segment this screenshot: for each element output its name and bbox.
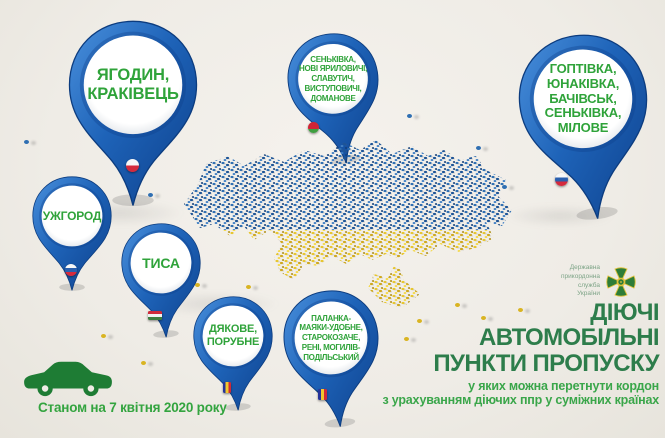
crowd-figure	[141, 361, 146, 365]
crowd-figure	[101, 334, 106, 338]
page-subtitle: у яких можна перетнути кордон з урахуван…	[382, 379, 659, 408]
pin-label-diakove-porubne: ДЯКОВЕ, ПОРУБНЕ	[206, 323, 260, 348]
pin-label-senkivka-belarus: СЕНЬКІВКА, НОВІ ЯРИЛОВИЧІ, СЛАВУТИЧ, ВИС…	[299, 54, 367, 103]
title-block: ДІЮЧІ АВТОМОБІЛЬНІ ПУНКТИ ПРОПУСКУ у яки…	[382, 299, 659, 408]
crowd-figure	[246, 285, 251, 289]
car-icon	[24, 361, 112, 397]
pin-label-yahodyn-krakivets: ЯГОДИН, КРАКІВЕЦЬ	[87, 66, 179, 103]
belarus-flag-icon	[308, 122, 319, 133]
page-title: ДІЮЧІ АВТОМОБІЛЬНІ ПУНКТИ ПРОПУСКУ	[433, 299, 659, 377]
pin-label-tysa: ТИСА	[142, 255, 180, 271]
border-guard-logo: Державна прикордонна служба України	[544, 264, 637, 299]
crowd-figure	[404, 337, 409, 341]
poland-flag-icon	[126, 159, 139, 172]
crowd-figure	[195, 283, 200, 287]
russia-flag-icon	[555, 173, 568, 186]
crowd-figure	[407, 114, 412, 118]
pin-label-hoptivka-russia: ГОПТІВКА, ЮНАКІВКА, БАЧІВСЬК, СЕНЬКІВКА,…	[544, 61, 622, 136]
hungary-flag-icon	[148, 311, 162, 320]
crowd-figure	[24, 140, 29, 144]
crowd-figure	[481, 316, 486, 320]
crowd-figure	[148, 193, 153, 197]
crowd-figure	[518, 308, 523, 312]
border-guard-logo-text: Державна прикордонна служба України	[561, 264, 600, 298]
crowd-figure	[417, 319, 422, 323]
border-guard-emblem-icon	[606, 266, 636, 297]
moldova-flag-icon	[318, 389, 327, 400]
crowd-figure	[502, 185, 507, 189]
slovakia-flag-icon	[65, 264, 77, 276]
crowd-figure	[455, 303, 460, 307]
pin-label-palanka-moldova: ПАЛАНКА- МАЯКИ-УДОБНЕ, СТАРОКОЗАЧЕ, РЕНІ…	[299, 313, 363, 362]
crowd-figure	[476, 146, 481, 150]
date-note: Станом на 7 квітня 2020 року	[38, 400, 227, 415]
romania-flag-icon	[223, 382, 231, 393]
pin-label-uzhhorod: УЖГОРОД	[42, 209, 102, 223]
